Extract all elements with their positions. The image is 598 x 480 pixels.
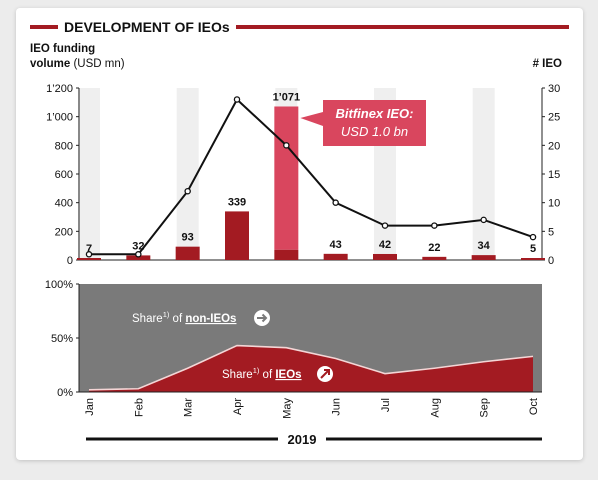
left-tick-label: 200 xyxy=(55,226,73,238)
ieo-count-point-feb xyxy=(135,251,142,258)
bottom-tick-label: 100% xyxy=(45,279,73,291)
ieo-count-point-jul xyxy=(381,222,389,229)
area-ieo-boundary xyxy=(88,344,534,391)
right-tick-label: 15 xyxy=(548,169,560,181)
bar-value-label: 34 xyxy=(478,240,491,252)
year-label: 2019 xyxy=(288,432,317,447)
ieo-count-point-sep xyxy=(480,216,487,224)
bar-feb xyxy=(126,255,151,260)
bar-value-label: 1’071 xyxy=(273,91,301,103)
bar-mar xyxy=(175,246,200,260)
annotation-pointer xyxy=(300,112,323,126)
bar-jul xyxy=(373,253,397,260)
annotation-box xyxy=(323,100,426,146)
label-ieo-share-mid: of xyxy=(259,369,275,381)
band-mar xyxy=(176,88,199,260)
area-non-ieo-left-pad xyxy=(79,284,89,392)
right-tick-label: 10 xyxy=(548,198,560,210)
annotation-line1: Bitfinex IEO: xyxy=(335,106,413,121)
label-ieo-share-key: IEOs xyxy=(275,369,301,381)
ieo-chart: DEVELOPMENT OF IEOs IEO funding volume (US… xyxy=(30,19,569,447)
ieo-count-point-jun xyxy=(332,199,339,206)
ieo-count-point-aug xyxy=(431,222,438,229)
label-ieo-share-sup: 1) xyxy=(253,366,260,375)
chart-card: DEVELOPMENT OF IEOs IEO funding volume (US… xyxy=(16,8,583,460)
bar-sep xyxy=(471,255,496,260)
bar-jun xyxy=(323,253,348,260)
bar-oct xyxy=(521,258,545,260)
month-label-sep: Sep xyxy=(479,398,491,418)
bar-aug xyxy=(422,256,447,260)
ieo-count-point-apr xyxy=(233,96,241,103)
bar-value-label: 42 xyxy=(379,239,391,251)
bar-value-label: 339 xyxy=(228,196,246,208)
left-tick-label: 0 xyxy=(67,255,73,267)
right-tick-label: 5 xyxy=(548,226,554,238)
label-non-ieo-share-mid: of xyxy=(169,313,185,325)
chart-title: DEVELOPMENT OF IEOs xyxy=(64,19,230,35)
arrow-up-right-icon-glyph xyxy=(320,369,330,379)
month-label-feb: Feb xyxy=(133,398,145,417)
ieo-count-line xyxy=(89,97,534,256)
left-tick-label: 400 xyxy=(55,198,73,210)
month-label-apr: Apr xyxy=(232,398,244,415)
left-axis-label-line1: IEO funding xyxy=(30,43,95,55)
area-ieo xyxy=(89,345,533,392)
right-tick-label: 20 xyxy=(548,140,560,152)
ieo-count-point-may xyxy=(283,142,290,149)
band-sep xyxy=(472,88,495,260)
left-tick-label: 600 xyxy=(55,169,73,181)
bar-value-label: 43 xyxy=(330,239,342,251)
label-non-ieo-share-prefix: Share xyxy=(132,313,163,325)
left-axis-label-bold: volume xyxy=(30,58,70,70)
left-axis-label-line2: volume (USD mn) xyxy=(30,58,125,70)
bar-value-label: 93 xyxy=(182,232,194,244)
label-non-ieo-share-sup: 1) xyxy=(163,310,170,319)
label-non-ieo-share-key: non-IEOs xyxy=(185,313,236,325)
bar-value-label: 7 xyxy=(86,243,92,255)
ieo-count-point-jan xyxy=(85,251,93,258)
right-tick-label: 0 xyxy=(548,255,554,267)
bar-jan xyxy=(77,258,101,260)
month-label-mar: Mar xyxy=(183,398,195,417)
month-label-jun: Jun xyxy=(331,398,343,416)
title-rule-right xyxy=(236,25,569,29)
bottom-tick-label: 50% xyxy=(51,333,73,345)
month-label-may: May xyxy=(281,398,293,419)
bar-may xyxy=(274,249,299,260)
bar-value-label: 5 xyxy=(530,243,536,255)
bottom-tick-label: 0% xyxy=(57,387,73,399)
left-tick-label: 1’200 xyxy=(46,83,73,95)
arrow-right-icon-glyph xyxy=(257,313,268,323)
left-axis-label-unit: (USD mn) xyxy=(70,58,124,70)
month-label-aug: Aug xyxy=(429,398,441,418)
left-tick-label: 1’000 xyxy=(46,112,73,124)
label-ieo-share-prefix: Share xyxy=(222,369,253,381)
month-label-jul: Jul xyxy=(380,398,392,412)
bar-apr xyxy=(225,211,249,260)
left-tick-label: 800 xyxy=(55,140,73,152)
right-tick-label: 30 xyxy=(548,83,560,95)
annotation-line2: USD 1.0 bn xyxy=(341,124,408,139)
title-rule-left xyxy=(30,25,58,29)
label-non-ieo-share: Share1) of non-IEOs xyxy=(132,310,236,325)
bar-bitfinex-portion xyxy=(274,106,299,250)
band-jan xyxy=(78,88,100,260)
bar-value-label: 22 xyxy=(428,242,440,254)
ieo-count-point-oct xyxy=(529,233,537,241)
right-axis-label: # IEO xyxy=(533,58,562,70)
right-tick-label: 25 xyxy=(548,112,560,124)
bar-value-label: 32 xyxy=(132,240,144,252)
month-label-oct: Oct xyxy=(528,398,540,415)
label-ieo-share: Share1) of IEOs xyxy=(222,366,302,381)
month-label-jan: Jan xyxy=(84,398,96,416)
ieo-count-point-mar xyxy=(184,187,191,195)
